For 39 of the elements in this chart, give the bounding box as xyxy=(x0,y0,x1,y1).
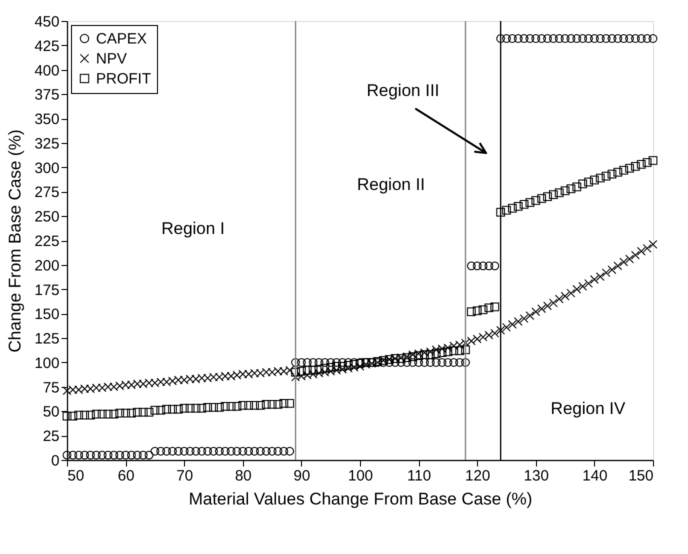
annotation: Region II xyxy=(356,175,426,194)
x-tick-label: 70 xyxy=(176,468,194,484)
y-tick-label: 150 xyxy=(34,306,60,324)
x-tick-label: 100 xyxy=(348,468,374,484)
y-tick-label: 125 xyxy=(34,330,60,348)
annotation: Region III xyxy=(366,81,440,100)
x-tick-label: 110 xyxy=(407,468,432,484)
y-tick-label: 300 xyxy=(34,160,60,177)
y-tick-label: 325 xyxy=(34,135,60,152)
legend-label: PROFIT xyxy=(96,70,151,88)
y-tick-label: 175 xyxy=(34,282,60,299)
x-axis-title: Material Values Change From Base Case (%) xyxy=(188,490,532,508)
y-tick-label: 0 xyxy=(51,452,60,470)
y-tick-label: 375 xyxy=(34,86,60,104)
x-tick-label: 140 xyxy=(582,468,608,484)
x-tick-label: 150 xyxy=(628,468,654,484)
y-axis-title: Change From Base Case (%) xyxy=(5,130,24,352)
y-tick-label: 250 xyxy=(34,208,60,226)
x-tick-label: 130 xyxy=(524,468,549,484)
legend-label: CAPEX xyxy=(96,30,147,48)
annotation: Region I xyxy=(161,219,225,238)
legend-label: NPV xyxy=(96,50,127,68)
y-tick-label: 225 xyxy=(34,233,60,250)
x-tick-label: 60 xyxy=(118,468,134,484)
x-tick-label: 120 xyxy=(465,468,490,484)
y-tick-label: 25 xyxy=(42,428,60,446)
x-tick-label: 90 xyxy=(294,468,310,484)
y-tick-label: 275 xyxy=(34,184,60,202)
x-tick-label: 80 xyxy=(234,468,252,484)
y-tick-label: 75 xyxy=(42,379,60,396)
y-tick-label: 350 xyxy=(34,111,60,128)
y-tick-label: 450 xyxy=(34,14,60,30)
y-tick-label: 425 xyxy=(34,38,60,55)
y-tick-label: 200 xyxy=(34,257,60,274)
y-tick-label: 50 xyxy=(42,404,60,421)
x-tick-label: 50 xyxy=(68,468,84,484)
y-tick-label: 100 xyxy=(34,354,60,372)
annotation: Region IV xyxy=(550,399,626,418)
y-tick-label: 400 xyxy=(34,62,60,80)
